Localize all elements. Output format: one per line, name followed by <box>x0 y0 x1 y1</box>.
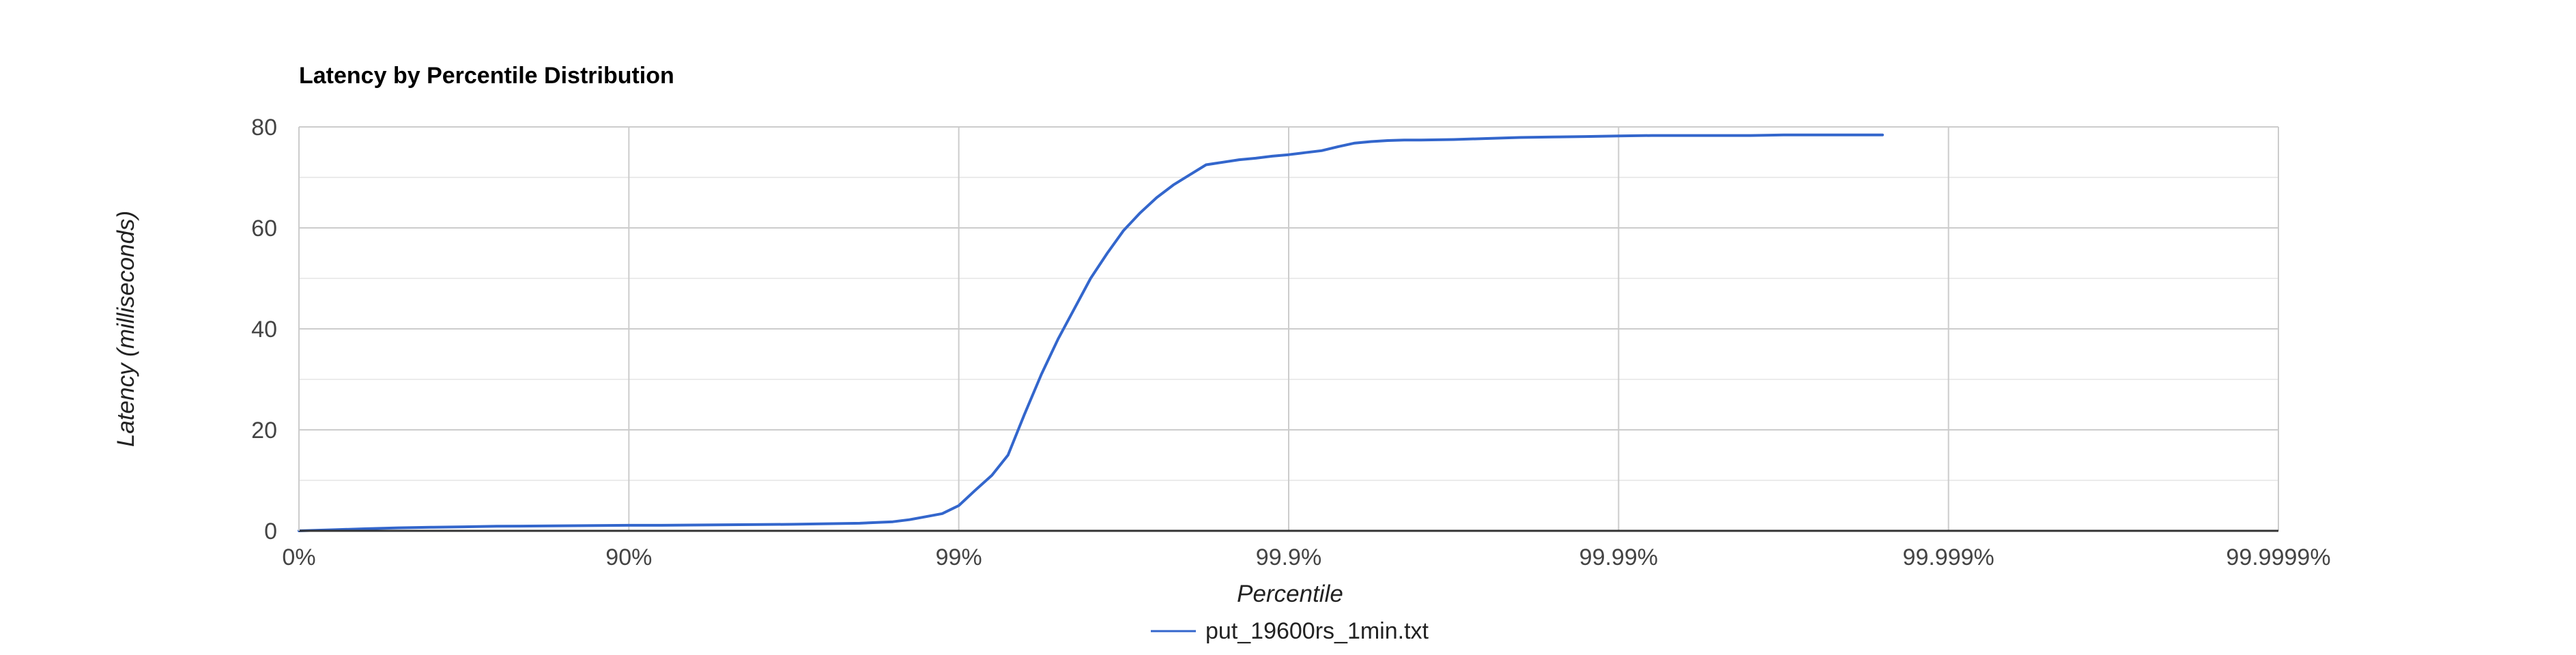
axis-lines <box>298 127 2278 532</box>
x-tick-label: 99.99% <box>1579 544 1658 570</box>
x-tick-label: 99.9999% <box>2226 544 2330 570</box>
x-tick-label: 90% <box>605 544 652 570</box>
legend[interactable]: put_19600rs_1min.txt <box>1151 618 1429 644</box>
y-tick-label: 60 <box>251 216 277 242</box>
y-tick-label: 40 <box>251 317 277 343</box>
x-tick-label: 0% <box>282 544 315 570</box>
y-tick-labels: 0 20 40 60 80 <box>251 115 277 544</box>
chart-title: Latency by Percentile Distribution <box>299 63 674 89</box>
y-tick-label: 80 <box>251 115 277 141</box>
x-tick-label: 99.999% <box>1903 544 1994 570</box>
x-axis-title: Percentile <box>1237 581 1343 607</box>
series-lines <box>298 133 1884 532</box>
y-axis-title: Latency (milliseconds) <box>113 211 139 447</box>
legend-label: put_19600rs_1min.txt <box>1205 618 1429 644</box>
x-tick-label: 99.9% <box>1256 544 1321 570</box>
y-tick-label: 20 <box>251 418 277 443</box>
x-tick-label: 99% <box>936 544 982 570</box>
series-line <box>298 133 1884 532</box>
x-tick-labels: 0% 90% 99% 99.9% 99.99% 99.999% 99.9999% <box>282 544 2330 570</box>
y-tick-label: 0 <box>264 519 277 544</box>
grid-lines <box>299 126 2279 531</box>
